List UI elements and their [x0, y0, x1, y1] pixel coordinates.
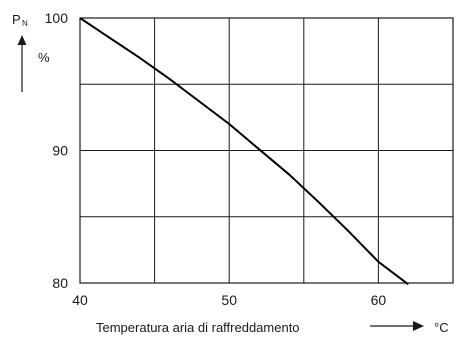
x-tick-label: 60 [371, 292, 387, 308]
y-tick-label: 100 [45, 10, 69, 26]
x-tick-label: 40 [72, 292, 88, 308]
plot-frame [79, 17, 454, 284]
y-axis-arrow [17, 35, 27, 92]
x-tick-label: 50 [221, 292, 237, 308]
x-axis-arrow [370, 321, 424, 331]
y-tick-label: 80 [52, 275, 68, 291]
series-line [79, 17, 409, 286]
y-axis-subscript: N [22, 19, 28, 28]
grid [79, 17, 454, 284]
y-tick-labels: 80 90 100 [45, 10, 69, 291]
y-tick-label: 90 [52, 143, 68, 159]
x-axis-label: Temperatura aria di raffreddamento [96, 320, 300, 335]
x-axis-unit: °C [434, 320, 449, 335]
y-axis-unit: % [38, 50, 50, 65]
x-tick-labels: 40 50 60 [72, 292, 386, 308]
y-axis-symbol: P [12, 12, 21, 27]
